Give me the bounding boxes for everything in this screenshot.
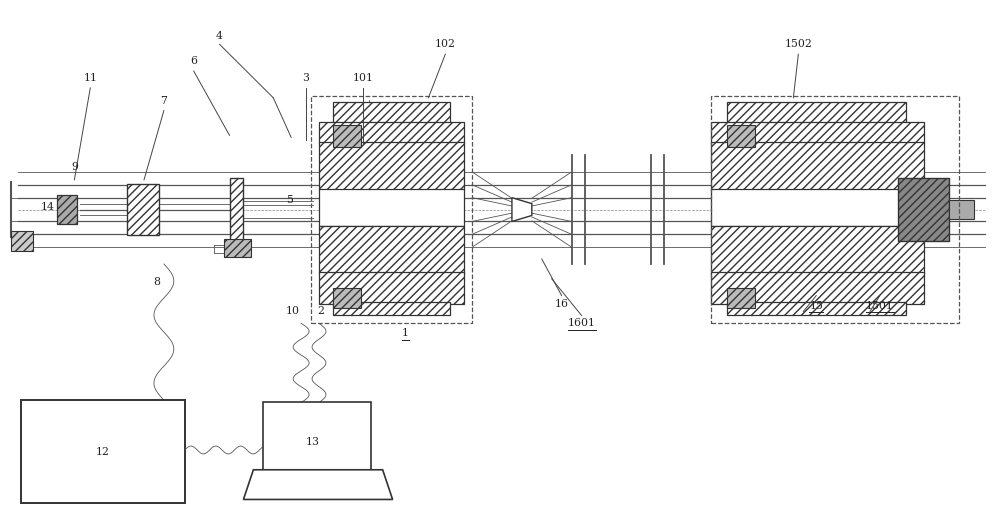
- Text: 9: 9: [71, 162, 78, 172]
- Bar: [949, 200, 974, 220]
- Text: 15: 15: [809, 301, 823, 311]
- Bar: [727, 125, 755, 147]
- Text: 11: 11: [83, 73, 97, 83]
- Bar: [57, 195, 77, 224]
- Text: 2: 2: [318, 307, 325, 316]
- Text: 3: 3: [303, 73, 310, 83]
- Bar: [711, 96, 959, 323]
- Bar: [319, 189, 464, 226]
- Text: 16: 16: [555, 299, 569, 309]
- Bar: [898, 178, 949, 241]
- Bar: [727, 302, 906, 315]
- Bar: [263, 402, 371, 470]
- Bar: [711, 189, 924, 226]
- Text: 1601: 1601: [568, 319, 596, 329]
- Bar: [127, 184, 159, 235]
- Polygon shape: [512, 198, 532, 222]
- Bar: [333, 288, 361, 308]
- Bar: [333, 102, 450, 124]
- Text: 1501: 1501: [866, 301, 894, 311]
- Text: 1: 1: [402, 328, 409, 338]
- Bar: [727, 102, 906, 124]
- Bar: [319, 122, 464, 143]
- Bar: [21, 399, 185, 504]
- Bar: [711, 122, 924, 143]
- Text: 5: 5: [286, 195, 293, 205]
- Text: 8: 8: [153, 277, 160, 287]
- Bar: [319, 143, 464, 190]
- Bar: [319, 272, 464, 303]
- Bar: [727, 288, 755, 308]
- Bar: [711, 272, 924, 303]
- Text: 13: 13: [306, 437, 320, 447]
- Bar: [224, 239, 251, 257]
- Polygon shape: [243, 470, 393, 499]
- Bar: [333, 302, 450, 315]
- Text: 10: 10: [286, 307, 300, 316]
- Text: 14: 14: [41, 202, 54, 212]
- Bar: [311, 96, 472, 323]
- Bar: [711, 143, 924, 190]
- Bar: [11, 231, 33, 251]
- Text: 101: 101: [352, 73, 373, 83]
- Text: 4: 4: [216, 31, 223, 41]
- Text: 6: 6: [190, 56, 197, 66]
- Text: 102: 102: [435, 39, 456, 49]
- Text: 1502: 1502: [784, 39, 812, 49]
- Bar: [319, 226, 464, 274]
- Bar: [711, 226, 924, 274]
- Text: 7: 7: [160, 96, 167, 106]
- Bar: [333, 125, 361, 147]
- Text: 12: 12: [95, 447, 109, 457]
- Bar: [230, 178, 243, 241]
